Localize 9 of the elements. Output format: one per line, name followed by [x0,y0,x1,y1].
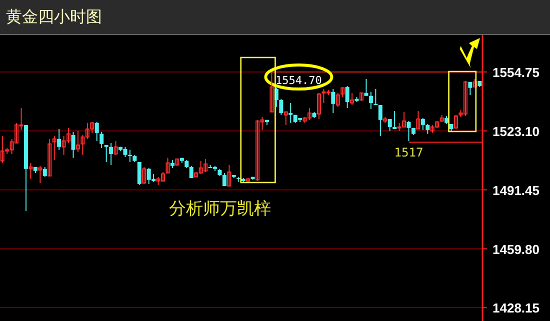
annotation: 分析师万凯梓 [169,199,271,219]
chart-title: 黄金四小时图 [6,7,102,26]
y-tick-label: 1491.45 [492,182,540,198]
y-tick-label: 1459.80 [492,242,540,257]
ref-line-label: 1554.70 [276,74,322,88]
y-tick-label: 1554.75 [492,64,540,80]
y-tick-label: 1523.10 [492,124,540,139]
ref-line-label: 1517 [394,145,424,160]
y-tick-label: 1428.15 [492,300,540,316]
